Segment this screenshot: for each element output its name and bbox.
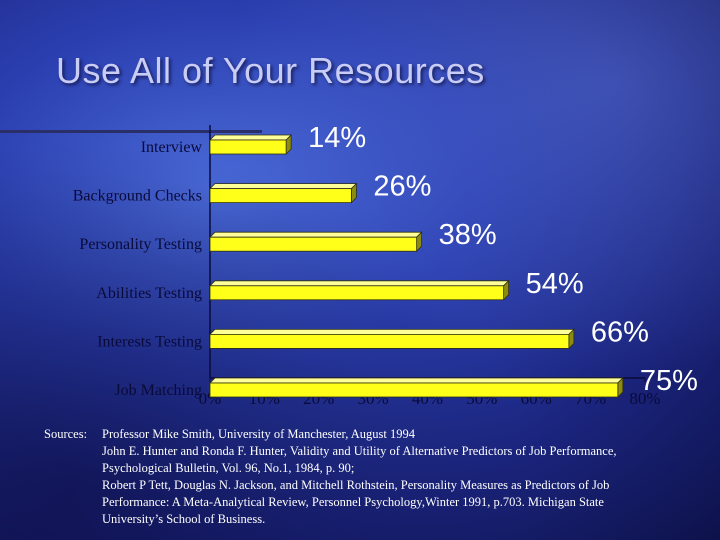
x-tick-label: 80% bbox=[629, 389, 660, 408]
bar bbox=[209, 188, 352, 204]
category-label: Personality Testing bbox=[79, 236, 202, 253]
slide-title: Use All of Your Resources bbox=[56, 50, 485, 91]
bar bbox=[209, 382, 619, 398]
title-divider bbox=[0, 130, 262, 133]
bar-top-face bbox=[209, 183, 358, 190]
bar-top-face bbox=[209, 280, 510, 287]
category-label: Job Matching bbox=[114, 382, 202, 399]
data-label: 54% bbox=[526, 268, 584, 300]
source-line: Psychological Bulletin, Vol. 96, No.1, 1… bbox=[102, 461, 355, 475]
sources-lines: Professor Mike Smith, University of Manc… bbox=[102, 426, 617, 528]
bar-top-face bbox=[209, 328, 575, 335]
bar bbox=[209, 333, 570, 349]
source-line: Performance: A Meta-Analytical Review, P… bbox=[102, 495, 604, 509]
source-line: John E. Hunter and Ronda F. Hunter, Vali… bbox=[102, 444, 617, 458]
bar-top-face bbox=[209, 231, 423, 238]
bar bbox=[209, 285, 505, 301]
data-label: 75% bbox=[640, 365, 698, 397]
sources-block: Sources: Professor Mike Smith, Universit… bbox=[44, 426, 694, 528]
bar-top-face bbox=[209, 377, 624, 384]
source-line: University’s School of Business. bbox=[102, 512, 266, 526]
bar-chart: 0% 10% 20% 30% 40% 50% 60% 70% 80%Interview 14%Ba… bbox=[72, 122, 698, 408]
source-line: Professor Mike Smith, University of Manc… bbox=[102, 427, 416, 441]
category-label: Abilities Testing bbox=[96, 285, 202, 302]
category-label: Interview bbox=[141, 139, 203, 156]
category-label: Background Checks bbox=[73, 188, 202, 205]
bar bbox=[209, 139, 287, 155]
data-label: 38% bbox=[439, 219, 497, 251]
data-label: 14% bbox=[308, 122, 366, 154]
source-line: Robert P Tett, Douglas N. Jackson, and M… bbox=[102, 478, 610, 492]
sources-label: Sources: bbox=[44, 427, 88, 441]
category-label: Interests Testing bbox=[97, 333, 202, 350]
data-label: 66% bbox=[591, 316, 649, 348]
bar-top-face bbox=[209, 134, 293, 141]
bar bbox=[209, 236, 418, 252]
data-label: 26% bbox=[373, 171, 431, 203]
